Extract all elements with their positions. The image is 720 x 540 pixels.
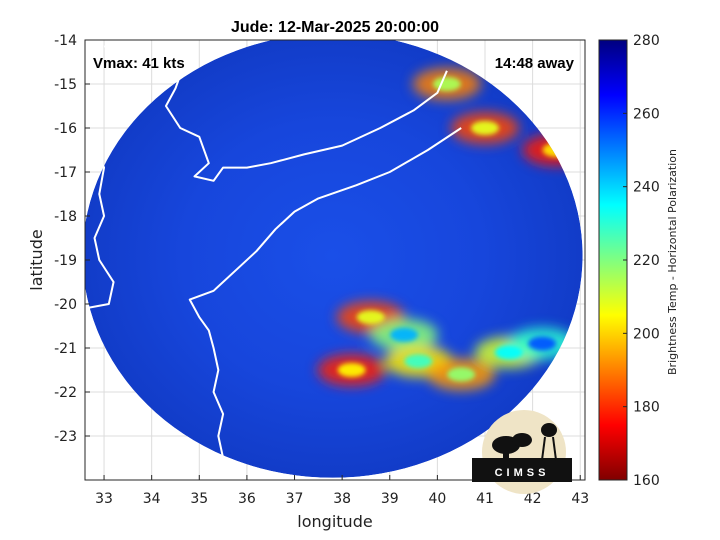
coastline (85, 136, 115, 310)
x-tick-label: 43 (571, 491, 589, 507)
cloud-core (471, 121, 499, 135)
time-away-annotation: 14:48 away (495, 55, 575, 72)
colorbar-tick-label: 280 (633, 33, 660, 49)
cloud-core (494, 345, 523, 360)
x-tick-label: 39 (381, 491, 399, 507)
y-tick-label: -18 (54, 209, 77, 225)
x-tick-label: 41 (476, 491, 494, 507)
y-tick-label: -20 (54, 297, 77, 313)
logo-tower-tank-icon (541, 423, 557, 437)
logo-tower-leg (552, 436, 557, 461)
swath-disk (85, 40, 583, 478)
colorbar-tick-label: 180 (633, 400, 660, 416)
logo-dish-stand (503, 448, 509, 460)
x-tick-label: 33 (95, 491, 113, 507)
y-tick-label: -21 (54, 341, 77, 357)
cloud-core (528, 336, 557, 351)
x-tick-label: 35 (190, 491, 208, 507)
cloud-core (356, 310, 385, 325)
y-tick-label: -16 (54, 121, 77, 137)
y-axis-label: latitude (27, 229, 46, 290)
vmax-annotation: Vmax: 41 kts (93, 55, 185, 72)
y-tick-label: -17 (54, 165, 77, 181)
y-tick-label: -14 (54, 33, 77, 49)
logo-text: CIMSS (495, 467, 550, 479)
cloud-core (404, 354, 433, 369)
y-axis-ticks: -14 -15 -16 -17 -18 -19 -20 -21 -22 -23 (54, 33, 90, 445)
logo-dish2-icon (512, 433, 532, 447)
x-tick-label: 34 (143, 491, 161, 507)
coastline (188, 127, 462, 480)
y-tick-label: -23 (54, 429, 77, 445)
colorbar-tick-label: 220 (633, 253, 660, 269)
logo-band (472, 458, 572, 482)
x-axis-ticks: 33 34 35 36 37 38 39 40 41 42 43 (95, 475, 589, 507)
x-tick-label: 36 (238, 491, 256, 507)
y-tick-label: -15 (54, 77, 77, 93)
colorbar-label: Brightness Temp - Horizontal Polarizatio… (666, 149, 679, 375)
colorbar-tick-label: 200 (633, 326, 660, 342)
x-axis-label: longitude (297, 512, 372, 531)
x-tick-label: 40 (428, 491, 446, 507)
chart-title: Jude: 12-Mar-2025 20:00:00 (231, 19, 439, 36)
colorbar-tick-label: 160 (633, 473, 660, 489)
cloud-core (432, 77, 461, 91)
colorbar-tick-label: 260 (633, 106, 660, 122)
cloud-core (337, 363, 366, 377)
x-tick-label: 42 (524, 491, 542, 507)
x-tick-label: 37 (286, 491, 304, 507)
logo-tower-leg (541, 436, 546, 461)
colorbar-tick-label: 240 (633, 180, 660, 196)
colorbar (598, 39, 628, 481)
colorbar-ticks: 160 180 200 220 240 260 280 (623, 33, 660, 489)
x-tick-label: 38 (333, 491, 351, 507)
y-tick-label: -22 (54, 385, 77, 401)
y-tick-label: -19 (54, 253, 77, 269)
cloud-core (447, 367, 476, 382)
coastline (103, 40, 448, 182)
coastlines (85, 40, 462, 480)
cloud-core (390, 327, 419, 342)
cimss-logo: CIMSS (472, 410, 572, 494)
